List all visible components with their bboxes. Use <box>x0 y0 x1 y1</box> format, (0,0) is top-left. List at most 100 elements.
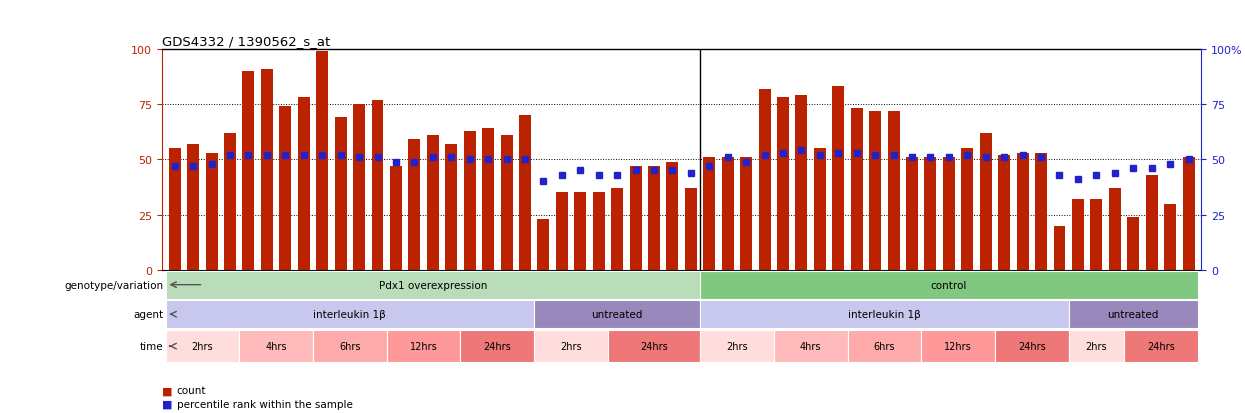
Bar <box>1124 330 1198 363</box>
Bar <box>700 301 1068 328</box>
Bar <box>848 330 921 363</box>
Bar <box>666 162 679 270</box>
Bar <box>722 158 733 270</box>
Bar <box>1183 158 1194 270</box>
Bar <box>427 135 438 270</box>
Bar <box>187 145 199 270</box>
Bar <box>461 330 534 363</box>
Text: 6hrs: 6hrs <box>339 341 361 351</box>
Bar <box>239 330 312 363</box>
Bar <box>224 133 237 270</box>
Bar <box>555 193 568 270</box>
Bar <box>574 193 586 270</box>
Bar <box>869 112 881 270</box>
Bar <box>647 166 660 270</box>
Text: time: time <box>141 341 163 351</box>
Bar <box>335 118 346 270</box>
Bar <box>611 189 622 270</box>
Bar <box>534 301 700 328</box>
Text: count: count <box>177 385 207 395</box>
Text: Pdx1 overexpression: Pdx1 overexpression <box>378 280 487 290</box>
Bar <box>298 98 310 270</box>
Text: agent: agent <box>133 309 163 319</box>
Bar <box>998 156 1010 270</box>
Bar <box>630 166 641 270</box>
Bar <box>888 112 900 270</box>
Text: percentile rank within the sample: percentile rank within the sample <box>177 399 352 409</box>
Bar <box>1072 199 1084 270</box>
Text: genotype/variation: genotype/variation <box>65 280 163 290</box>
Bar <box>534 330 608 363</box>
Text: 4hrs: 4hrs <box>265 341 286 351</box>
Bar <box>387 330 461 363</box>
Bar <box>593 193 605 270</box>
Bar <box>166 271 700 299</box>
Bar <box>774 330 848 363</box>
Bar <box>390 166 402 270</box>
Bar <box>1053 226 1066 270</box>
Bar <box>906 158 918 270</box>
Bar <box>1068 330 1124 363</box>
Bar <box>814 149 825 270</box>
Text: ■: ■ <box>162 399 172 409</box>
Text: 2hrs: 2hrs <box>1086 341 1107 351</box>
Bar <box>408 140 421 270</box>
Text: untreated: untreated <box>591 309 642 319</box>
Bar <box>519 116 530 270</box>
Text: 4hrs: 4hrs <box>801 341 822 351</box>
Bar <box>371 100 383 270</box>
Bar <box>741 158 752 270</box>
Bar <box>1017 153 1028 270</box>
Bar <box>446 145 457 270</box>
Bar <box>1127 217 1139 270</box>
Text: 12hrs: 12hrs <box>944 341 972 351</box>
Bar <box>833 87 844 270</box>
Bar <box>921 330 995 363</box>
Text: untreated: untreated <box>1108 309 1159 319</box>
Bar <box>1145 176 1158 270</box>
Bar <box>463 131 476 270</box>
Text: 2hrs: 2hrs <box>192 341 213 351</box>
Bar <box>1091 199 1102 270</box>
Text: 6hrs: 6hrs <box>874 341 895 351</box>
Bar <box>850 109 863 270</box>
Text: ■: ■ <box>162 385 172 395</box>
Bar <box>796 96 808 270</box>
Bar <box>703 158 716 270</box>
Bar <box>700 330 774 363</box>
Bar <box>243 71 254 270</box>
Bar <box>261 69 273 270</box>
Bar <box>169 149 181 270</box>
Bar <box>205 153 218 270</box>
Bar <box>482 129 494 270</box>
Bar <box>685 189 697 270</box>
Text: 24hrs: 24hrs <box>1018 341 1046 351</box>
Text: 24hrs: 24hrs <box>640 341 667 351</box>
Bar <box>1035 153 1047 270</box>
Text: GDS4332 / 1390562_s_at: GDS4332 / 1390562_s_at <box>162 35 330 47</box>
Text: control: control <box>931 280 967 290</box>
Text: 2hrs: 2hrs <box>726 341 748 351</box>
Text: 2hrs: 2hrs <box>560 341 581 351</box>
Text: 24hrs: 24hrs <box>483 341 512 351</box>
Bar <box>279 107 291 270</box>
Bar <box>925 158 936 270</box>
Text: 12hrs: 12hrs <box>410 341 437 351</box>
Bar <box>608 330 700 363</box>
Bar <box>1068 301 1198 328</box>
Bar <box>995 330 1068 363</box>
Bar <box>538 219 549 270</box>
Bar <box>312 330 387 363</box>
Bar <box>700 271 1198 299</box>
Bar <box>1109 189 1120 270</box>
Text: interleukin 1β: interleukin 1β <box>848 309 921 319</box>
Bar <box>500 135 513 270</box>
Bar <box>166 301 534 328</box>
Bar <box>758 89 771 270</box>
Bar <box>1164 204 1177 270</box>
Bar <box>942 158 955 270</box>
Bar <box>980 133 992 270</box>
Bar <box>354 105 365 270</box>
Bar <box>166 330 239 363</box>
Bar <box>316 52 329 270</box>
